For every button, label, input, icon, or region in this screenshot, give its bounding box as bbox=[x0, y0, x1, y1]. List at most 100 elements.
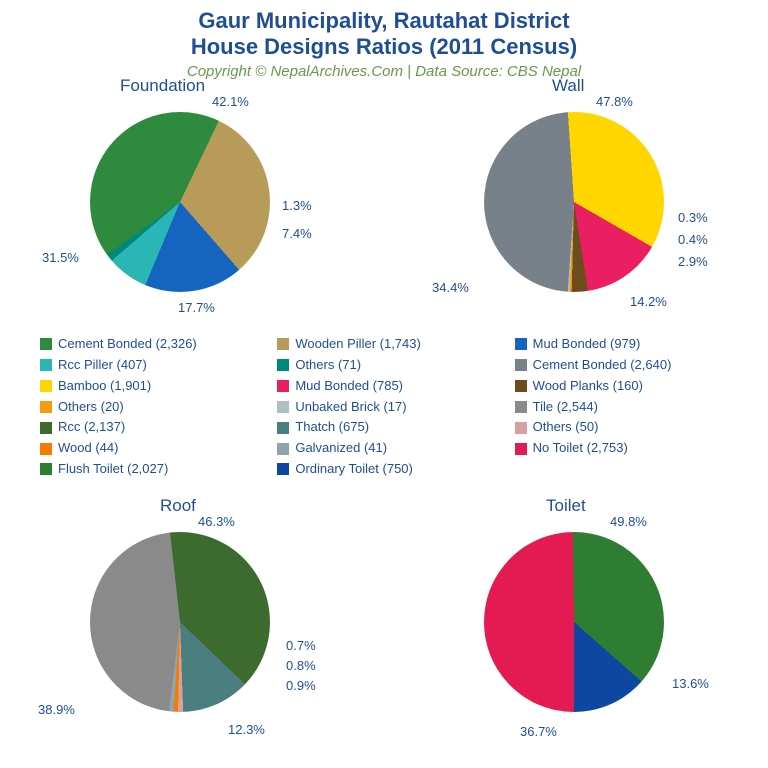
legend-swatch bbox=[515, 359, 527, 371]
legend-item: Wooden Piller (1,743) bbox=[277, 335, 490, 354]
legend-label: Others (50) bbox=[533, 418, 599, 437]
label-roof-12: 12.3% bbox=[228, 722, 265, 737]
chart-foundation: Foundation 42.1% 31.5% 17.7% 7.4% 1.3% bbox=[0, 80, 384, 330]
legend-swatch bbox=[40, 422, 52, 434]
legend-item: Others (50) bbox=[515, 418, 728, 437]
legend-column: Mud Bonded (979) Cement Bonded (2,640) Woo… bbox=[515, 335, 728, 481]
pie-foundation bbox=[90, 112, 270, 292]
legend-item: Ordinary Toilet (750) bbox=[277, 460, 490, 479]
subtitle: Copyright © NepalArchives.Com | Data Sou… bbox=[0, 63, 768, 80]
legend-item: Tile (2,544) bbox=[515, 398, 728, 417]
main-title: Gaur Municipality, Rautahat District Hou… bbox=[0, 0, 768, 61]
legend-label: Flush Toilet (2,027) bbox=[58, 460, 168, 479]
label-toilet-13: 13.6% bbox=[672, 676, 709, 691]
label-roof-08: 0.8% bbox=[286, 658, 316, 673]
legend-label: Cement Bonded (2,326) bbox=[58, 335, 197, 354]
legend-item: Flush Toilet (2,027) bbox=[40, 460, 253, 479]
pie-roof bbox=[90, 532, 270, 712]
legend-swatch bbox=[277, 380, 289, 392]
legend-item: Unbaked Brick (17) bbox=[277, 398, 490, 417]
legend-swatch bbox=[277, 401, 289, 413]
label-wall-14: 14.2% bbox=[630, 294, 667, 309]
legend-swatch bbox=[277, 443, 289, 455]
legend-swatch bbox=[40, 401, 52, 413]
legend-label: Rcc Piller (407) bbox=[58, 356, 147, 375]
label-foundation-42: 42.1% bbox=[212, 94, 249, 109]
title-line-2: House Designs Ratios (2011 Census) bbox=[191, 34, 577, 59]
legend-label: Galvanized (41) bbox=[295, 439, 387, 458]
label-wall-03: 0.3% bbox=[678, 210, 708, 225]
legend-label: Ordinary Toilet (750) bbox=[295, 460, 413, 479]
legend-label: No Toilet (2,753) bbox=[533, 439, 628, 458]
legend-swatch bbox=[40, 380, 52, 392]
chart-toilet: Toilet 49.8% 36.7% 13.6% bbox=[384, 500, 768, 750]
legend-item: Rcc (2,137) bbox=[40, 418, 253, 437]
legend-swatch bbox=[40, 359, 52, 371]
legend-swatch bbox=[277, 338, 289, 350]
legend-label: Tile (2,544) bbox=[533, 398, 598, 417]
legend: Cement Bonded (2,326) Rcc Piller (407) Bam… bbox=[40, 335, 728, 481]
legend-swatch bbox=[277, 422, 289, 434]
legend-item: Wood Planks (160) bbox=[515, 377, 728, 396]
charts-row-bottom: Roof 46.3% 38.9% 12.3% 0.9% 0.8% 0.7% To… bbox=[0, 500, 768, 760]
label-toilet-49: 49.8% bbox=[610, 514, 647, 529]
legend-column: Wooden Piller (1,743) Others (71) Mud Bond… bbox=[277, 335, 490, 481]
legend-swatch bbox=[40, 463, 52, 475]
legend-item: Wood (44) bbox=[40, 439, 253, 458]
label-toilet-36: 36.7% bbox=[520, 724, 557, 739]
pie-toilet bbox=[484, 532, 664, 712]
legend-label: Others (71) bbox=[295, 356, 361, 375]
legend-swatch bbox=[277, 359, 289, 371]
legend-swatch bbox=[515, 443, 527, 455]
label-roof-09: 0.9% bbox=[286, 678, 316, 693]
legend-item: Bamboo (1,901) bbox=[40, 377, 253, 396]
legend-item: Others (71) bbox=[277, 356, 490, 375]
legend-label: Bamboo (1,901) bbox=[58, 377, 151, 396]
legend-item: Others (20) bbox=[40, 398, 253, 417]
label-roof-38: 38.9% bbox=[38, 702, 75, 717]
legend-item: Rcc Piller (407) bbox=[40, 356, 253, 375]
legend-label: Others (20) bbox=[58, 398, 124, 417]
legend-item: Mud Bonded (785) bbox=[277, 377, 490, 396]
label-foundation-7: 7.4% bbox=[282, 226, 312, 241]
legend-column: Cement Bonded (2,326) Rcc Piller (407) Bam… bbox=[40, 335, 253, 481]
legend-label: Cement Bonded (2,640) bbox=[533, 356, 672, 375]
legend-swatch bbox=[515, 401, 527, 413]
infographic-container: Gaur Municipality, Rautahat District Hou… bbox=[0, 0, 768, 768]
chart-title-foundation: Foundation bbox=[120, 76, 205, 96]
label-roof-07: 0.7% bbox=[286, 638, 316, 653]
label-wall-2: 2.9% bbox=[678, 254, 708, 269]
label-wall-34: 34.4% bbox=[432, 280, 469, 295]
legend-item: Thatch (675) bbox=[277, 418, 490, 437]
label-foundation-17: 17.7% bbox=[178, 300, 215, 315]
chart-roof: Roof 46.3% 38.9% 12.3% 0.9% 0.8% 0.7% bbox=[0, 500, 384, 750]
label-wall-04: 0.4% bbox=[678, 232, 708, 247]
legend-label: Mud Bonded (979) bbox=[533, 335, 641, 354]
legend-label: Rcc (2,137) bbox=[58, 418, 125, 437]
label-wall-47: 47.8% bbox=[596, 94, 633, 109]
pie-wall bbox=[484, 112, 664, 292]
legend-item: Galvanized (41) bbox=[277, 439, 490, 458]
legend-label: Thatch (675) bbox=[295, 418, 369, 437]
legend-item: Cement Bonded (2,640) bbox=[515, 356, 728, 375]
legend-label: Wood Planks (160) bbox=[533, 377, 643, 396]
title-line-1: Gaur Municipality, Rautahat District bbox=[198, 8, 569, 33]
chart-wall: Wall 47.8% 34.4% 14.2% 2.9% 0.4% 0.3% bbox=[384, 80, 768, 330]
legend-swatch bbox=[277, 463, 289, 475]
chart-title-toilet: Toilet bbox=[546, 496, 586, 516]
label-foundation-31: 31.5% bbox=[42, 250, 79, 265]
legend-label: Mud Bonded (785) bbox=[295, 377, 403, 396]
legend-swatch bbox=[515, 338, 527, 350]
legend-swatch bbox=[40, 443, 52, 455]
legend-label: Wooden Piller (1,743) bbox=[295, 335, 421, 354]
legend-swatch bbox=[515, 380, 527, 392]
legend-item: Cement Bonded (2,326) bbox=[40, 335, 253, 354]
chart-title-roof: Roof bbox=[160, 496, 196, 516]
label-roof-46: 46.3% bbox=[198, 514, 235, 529]
legend-label: Unbaked Brick (17) bbox=[295, 398, 406, 417]
label-foundation-1: 1.3% bbox=[282, 198, 312, 213]
charts-row-top: Foundation 42.1% 31.5% 17.7% 7.4% 1.3% W… bbox=[0, 80, 768, 330]
chart-title-wall: Wall bbox=[552, 76, 584, 96]
legend-swatch bbox=[40, 338, 52, 350]
legend-item: Mud Bonded (979) bbox=[515, 335, 728, 354]
